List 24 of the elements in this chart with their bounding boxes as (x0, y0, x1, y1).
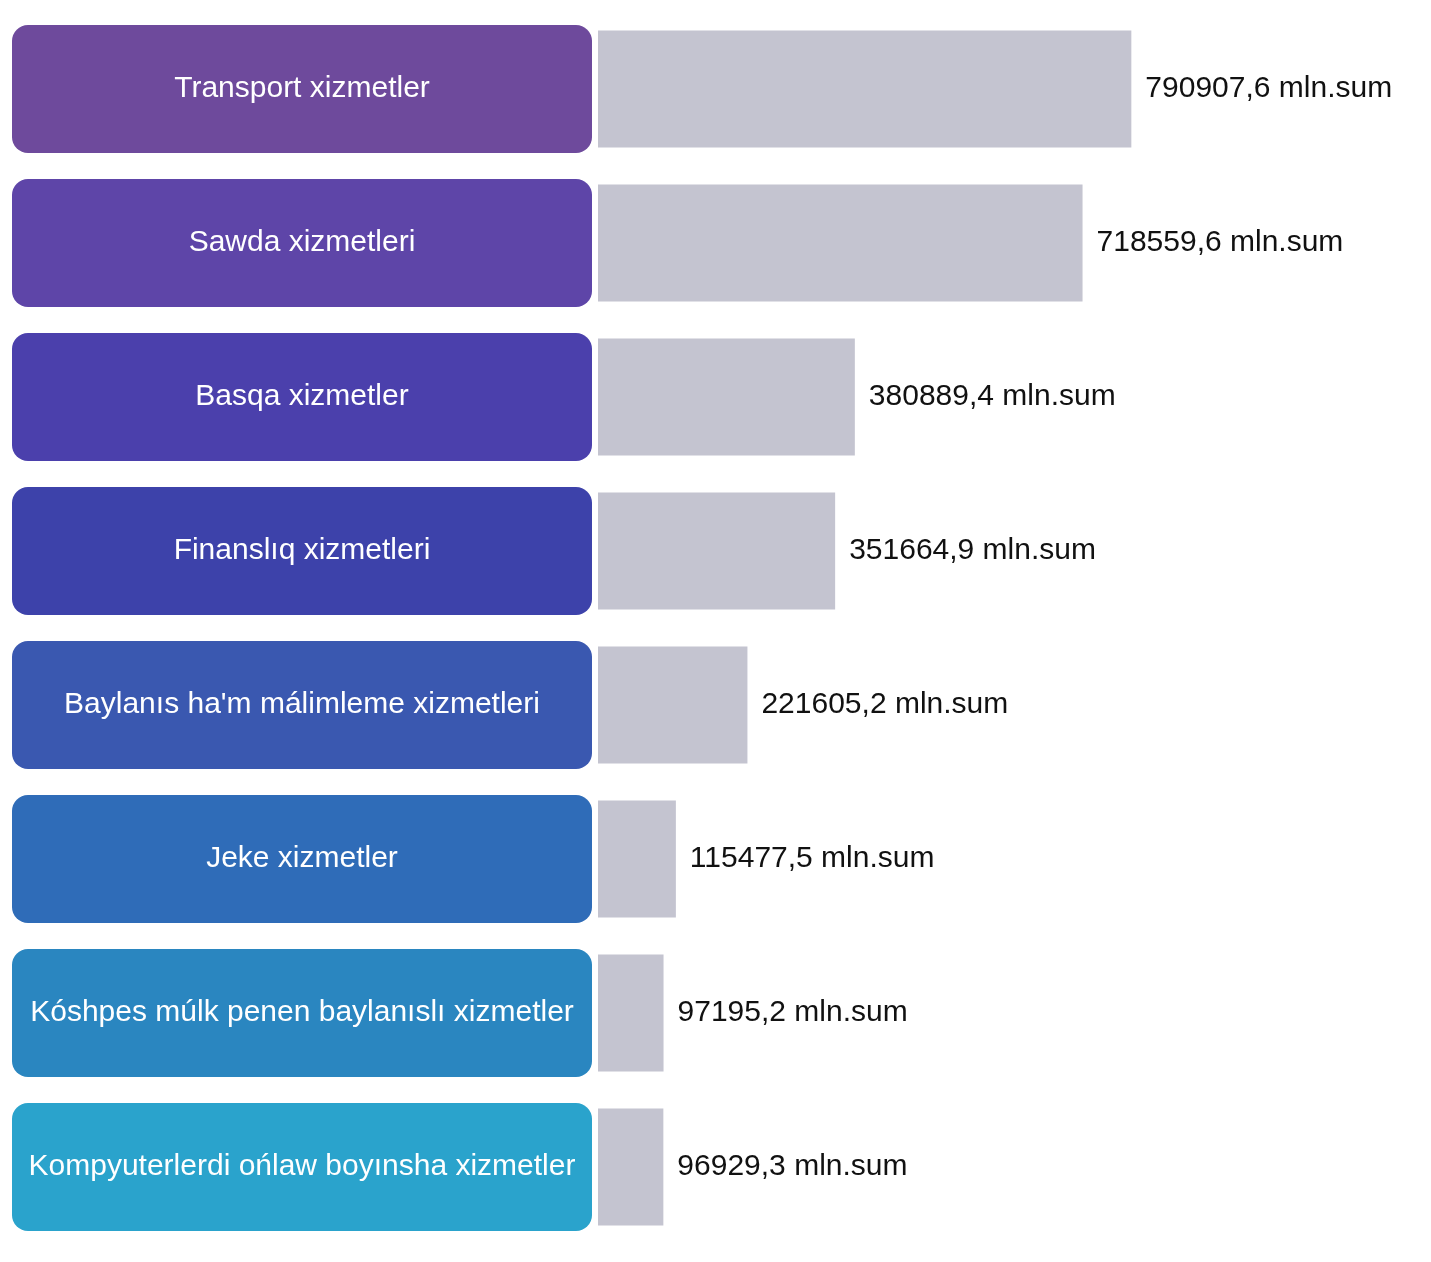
bar (598, 646, 748, 764)
data-label: 96929,3 mln.sum (677, 1148, 908, 1182)
bar (598, 184, 1083, 302)
data-label: 380889,4 mln.sum (868, 378, 1116, 412)
bar (598, 800, 676, 918)
y-tick-label: Jeke xizmetler (206, 840, 398, 874)
bar (598, 1108, 664, 1226)
bar (598, 30, 1132, 148)
data-label: 790907,6 mln.sum (1145, 70, 1393, 104)
y-tick-label: Finanslıq xizmetleri (173, 532, 431, 566)
bar (598, 954, 664, 1072)
data-label: 351664,9 mln.sum (849, 532, 1096, 566)
y-tick-label: Kóshpes múlk penen baylanıslı xizmetler (30, 994, 574, 1028)
y-tick-label: Sawda xizmetleri (188, 224, 416, 258)
bar (598, 338, 855, 456)
y-tick-label: Baylanıs ha'm málimleme xizmetleri (64, 686, 540, 720)
data-label: 221605,2 mln.sum (761, 686, 1009, 720)
data-label: 718559,6 mln.sum (1096, 224, 1344, 258)
y-tick-label: Kompyuterlerdi ońlaw boyınsha xizmetler (28, 1148, 576, 1182)
y-tick-label: Basqa xizmetler (195, 378, 409, 412)
data-label: 115477,5 mln.sum (689, 840, 935, 874)
bar (598, 492, 836, 610)
data-label: 97195,2 mln.sum (677, 994, 908, 1028)
y-tick-label: Transport xizmetler (174, 70, 430, 104)
